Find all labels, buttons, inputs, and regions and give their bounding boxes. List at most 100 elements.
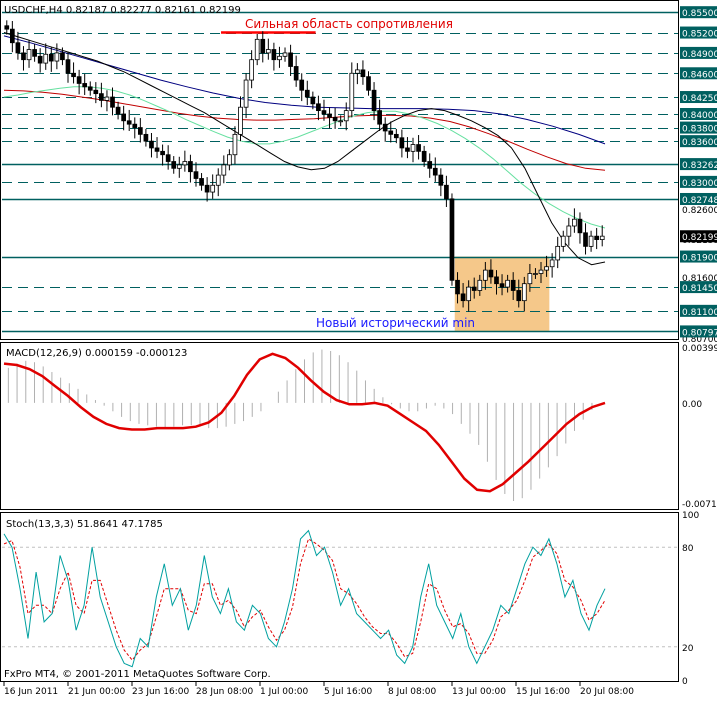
- x-tick-label: 8 Jul 08:00: [388, 687, 437, 697]
- x-tick-label: 15 Jul 16:00: [516, 687, 570, 697]
- level-label-bg: [680, 108, 717, 120]
- candle-body: [182, 161, 188, 166]
- candle-body: [366, 76, 371, 91]
- candle-body: [533, 273, 538, 275]
- ma-green-line: [3, 86, 606, 229]
- candle-body: [427, 161, 433, 169]
- candle-body: [316, 103, 321, 112]
- candle-body: [121, 113, 126, 122]
- level-label-bg: [680, 26, 717, 39]
- candle-body: [227, 154, 232, 166]
- level-label-bg: [680, 135, 717, 148]
- candle-body: [277, 55, 282, 61]
- current-price-label: 0.82199: [682, 233, 717, 243]
- candle-body: [327, 113, 332, 118]
- candle-body: [499, 283, 505, 288]
- candle-body: [599, 235, 605, 240]
- candle-body: [521, 283, 527, 302]
- price-panel[interactable]: [0, 0, 679, 340]
- macd-tick-label: 0.00: [682, 400, 702, 410]
- level-label: 0.80797: [682, 328, 717, 338]
- x-tick-label: 21 Jun 00:00: [68, 687, 125, 697]
- level-label: 0.84900: [682, 50, 717, 60]
- level-label: 0.81100: [682, 308, 717, 318]
- level-label: 0.83600: [682, 138, 717, 148]
- macd-signal-line: [3, 352, 606, 493]
- stoch-tick-label: 100: [682, 511, 699, 521]
- level-label: 0.83262: [682, 161, 717, 171]
- level-label-bg: [680, 121, 717, 134]
- candle-body: [199, 178, 204, 186]
- resistance-annotation: Сильная область сопротивления: [245, 17, 453, 31]
- candle-body: [188, 161, 193, 173]
- candle-body: [204, 184, 210, 193]
- candle-body: [82, 83, 88, 88]
- chart-header: USDCHF,H4 0.82187 0.82277 0.82161 0.8219…: [4, 5, 241, 16]
- level-label-bg: [680, 175, 717, 188]
- macd-tick-label: 0.00399: [682, 344, 717, 354]
- candle-body: [549, 259, 555, 268]
- candle-body: [149, 140, 154, 149]
- x-tick-label: 16 Jun 2011: [4, 687, 58, 697]
- candle-body: [377, 110, 382, 125]
- x-tick-label: 13 Jul 00:00: [452, 687, 506, 697]
- candle-body: [299, 79, 305, 91]
- candle-body: [221, 164, 227, 176]
- candle-body: [176, 164, 182, 169]
- stoch-panel[interactable]: [0, 512, 679, 682]
- candle-body: [321, 110, 327, 115]
- candle-body: [505, 279, 510, 288]
- level-label: 0.83800: [682, 125, 717, 135]
- level-label: 0.81450: [682, 284, 717, 294]
- candle-body: [393, 133, 399, 139]
- candle-body: [137, 127, 143, 135]
- candle-body: [15, 42, 21, 54]
- candle-body: [249, 59, 254, 81]
- level-label: 0.84250: [682, 94, 717, 104]
- candle-body: [310, 96, 316, 105]
- candle-body: [388, 130, 394, 135]
- stoch-tick-label: 20: [682, 644, 694, 654]
- current-price-label-bg: [680, 230, 717, 243]
- candle-body: [577, 218, 583, 234]
- candle-body: [460, 293, 466, 302]
- level-label-bg: [680, 192, 717, 205]
- candle-body: [355, 69, 360, 74]
- candle-body: [332, 116, 338, 122]
- level-label: 0.84600: [682, 70, 717, 80]
- candle-body: [421, 150, 427, 162]
- candle-body: [260, 38, 266, 54]
- candle-body: [210, 184, 216, 193]
- ma-red-line: [3, 89, 606, 171]
- candle-body: [193, 171, 199, 179]
- candle-body: [65, 59, 71, 74]
- candle-body: [477, 279, 483, 291]
- candle-body: [171, 161, 177, 169]
- level-label-bg: [680, 6, 717, 19]
- candle-body: [583, 232, 588, 247]
- candle-body: [254, 38, 260, 61]
- candle-body: [527, 273, 533, 285]
- candle-body: [265, 49, 271, 54]
- candle-body: [483, 269, 488, 281]
- candle-body: [154, 147, 160, 152]
- level-label: 0.82748: [682, 196, 717, 206]
- candle-body: [399, 137, 405, 149]
- x-tick-label: 23 Jun 16:00: [132, 687, 189, 697]
- stoch-signal-line: [3, 538, 606, 661]
- candle-body: [538, 269, 544, 274]
- candle-body: [405, 147, 410, 152]
- candle-body: [371, 89, 377, 112]
- candle-body: [282, 52, 288, 57]
- candle-body: [215, 174, 221, 186]
- candle-body: [382, 123, 388, 132]
- candle-body: [343, 110, 349, 122]
- candle-body: [494, 276, 499, 285]
- candle-body: [488, 269, 494, 278]
- candle-body: [238, 106, 243, 135]
- stoch-main-line: [3, 529, 606, 668]
- candle-body: [544, 266, 549, 271]
- candle-body: [438, 174, 444, 186]
- candle-body: [43, 53, 49, 64]
